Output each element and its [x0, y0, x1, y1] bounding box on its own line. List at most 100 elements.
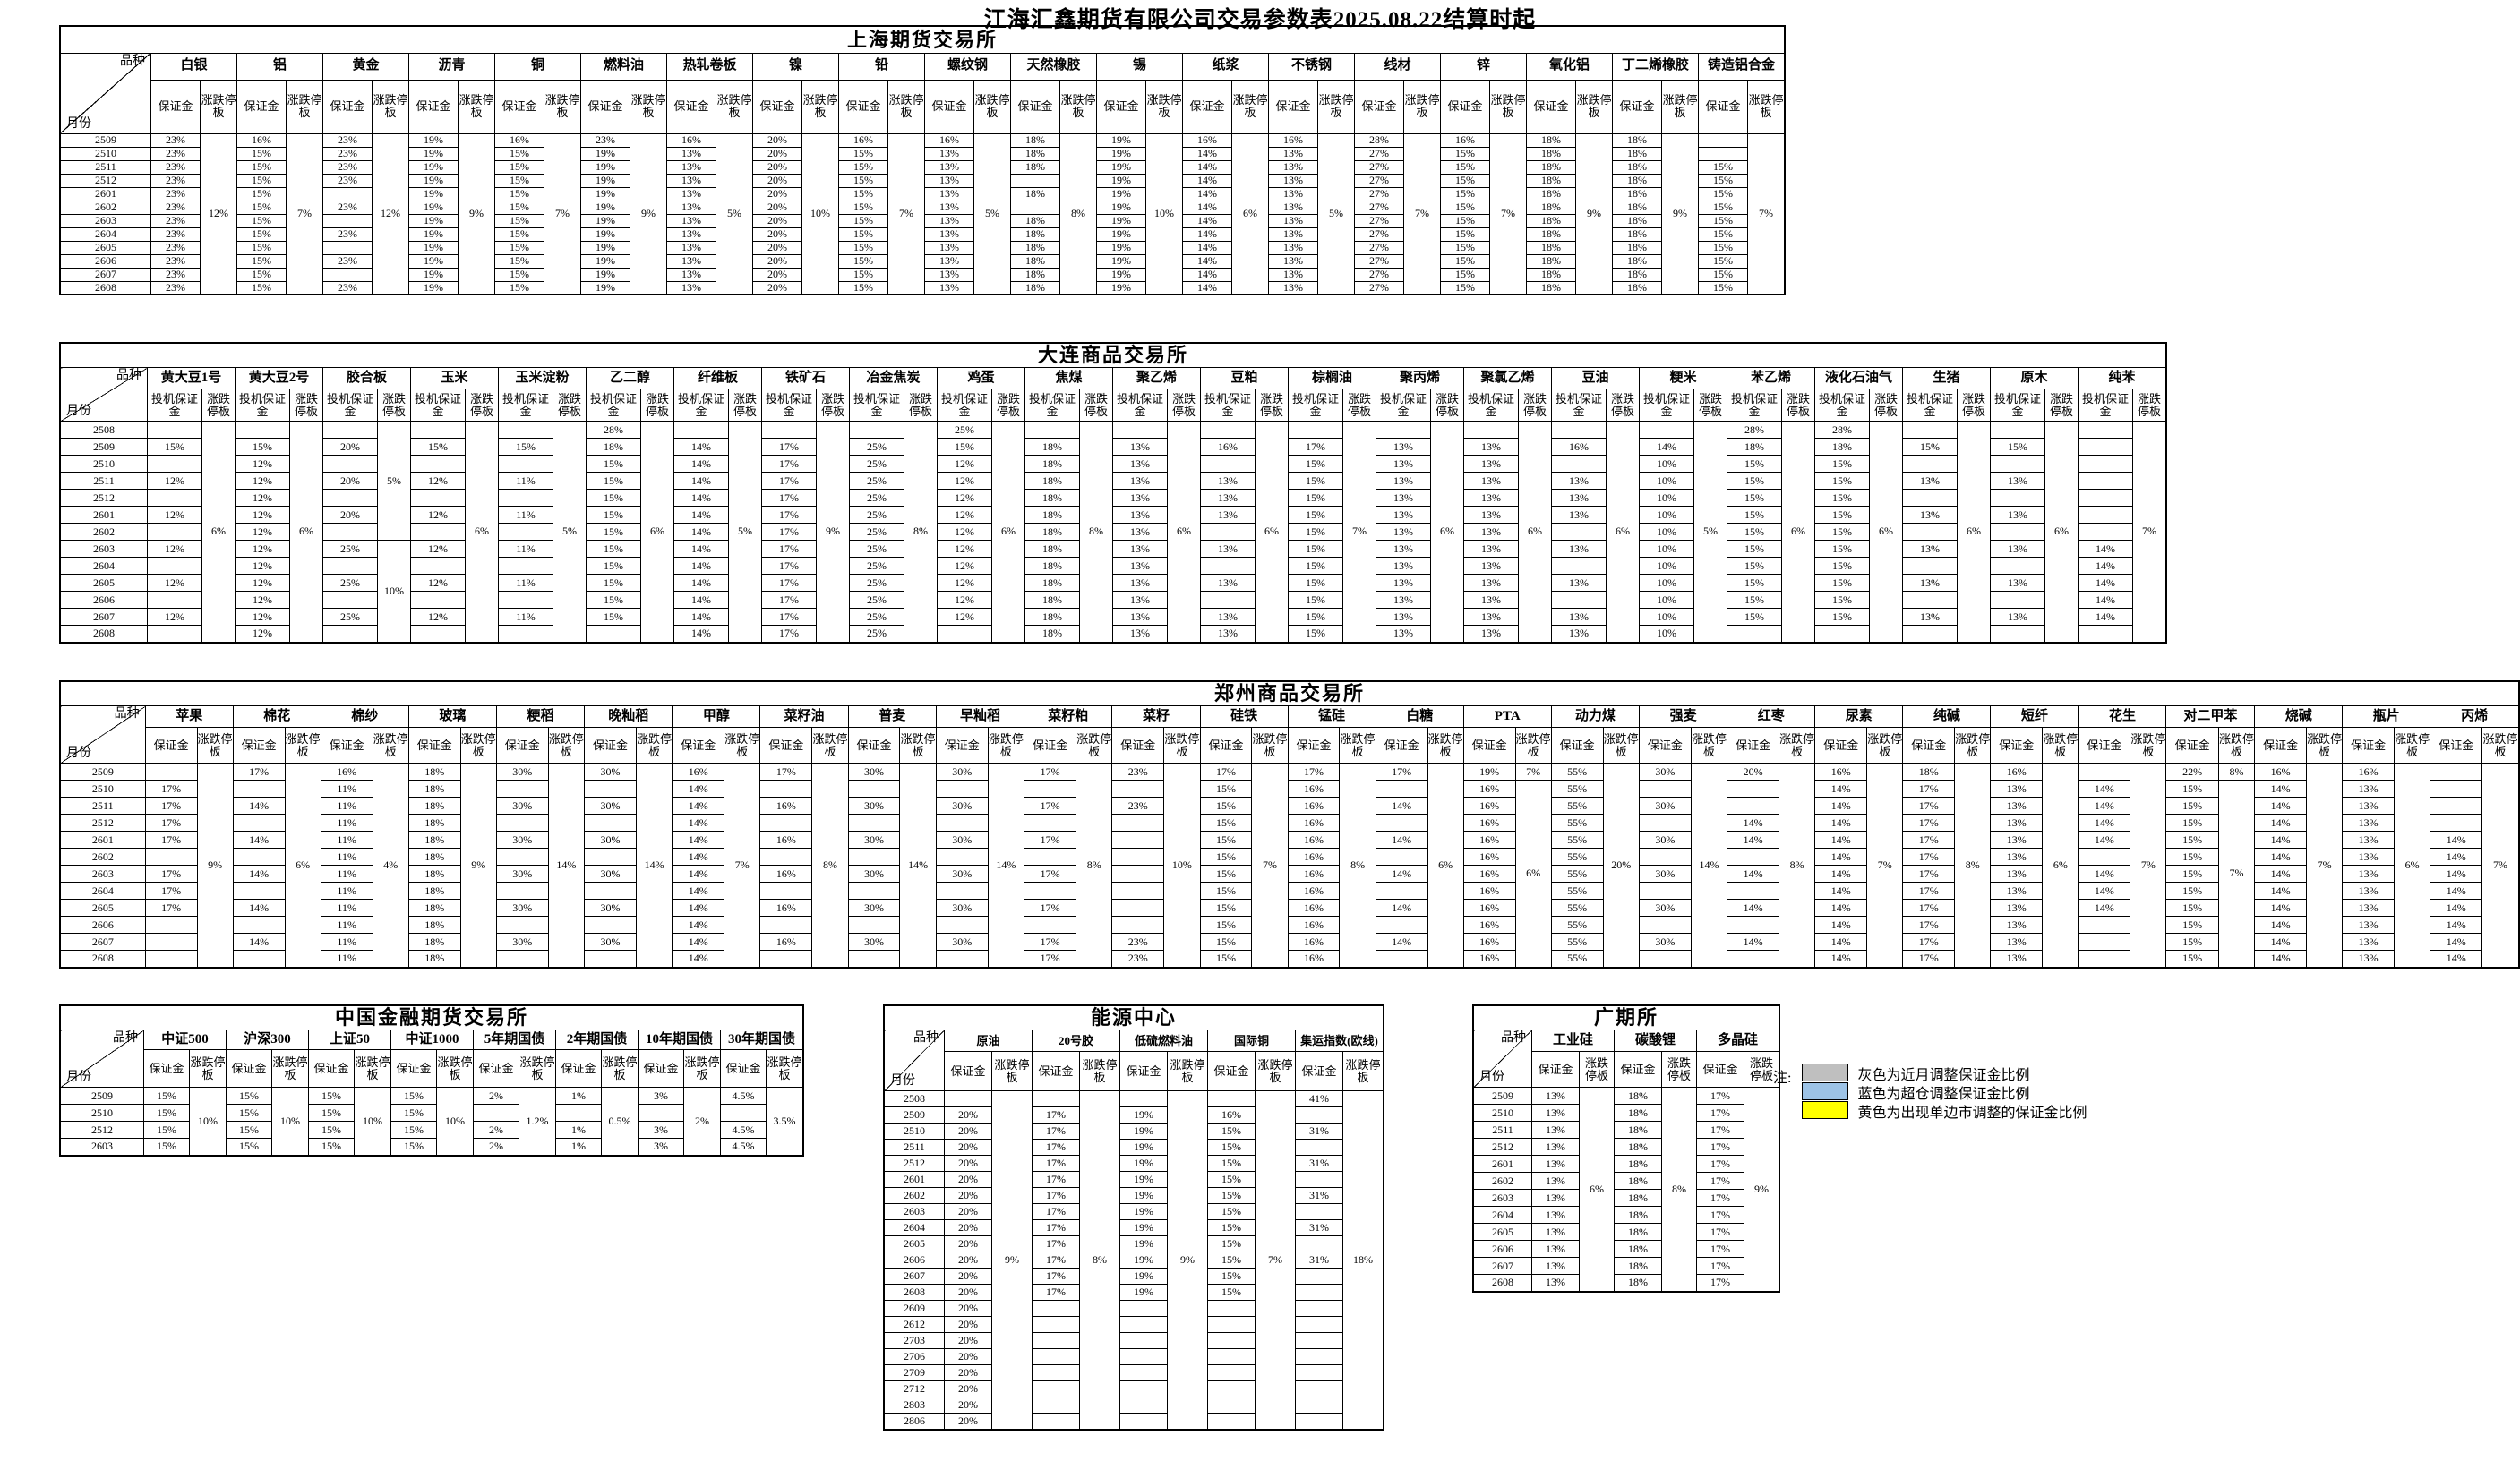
- margin-value: 13%: [1463, 625, 1519, 643]
- month-cell: 2511: [883, 1139, 945, 1156]
- product-header: 玉米: [410, 367, 499, 389]
- margin-value: [144, 933, 198, 951]
- margin-value: 15%: [1440, 173, 1490, 188]
- limit-label: 涨跌停板: [1690, 727, 1728, 764]
- month-cell: 2608: [883, 1284, 945, 1301]
- limit-value: 9%: [196, 763, 234, 968]
- margin-value: 14%: [1182, 240, 1232, 255]
- margin-value: 16%: [1462, 865, 1516, 883]
- limit-value: 20%: [1602, 763, 1641, 968]
- product-header: 苯乙烯: [1727, 367, 1815, 389]
- margin-value: 13%: [1990, 933, 2044, 951]
- limit-value: 6%: [1255, 421, 1289, 643]
- margin-value: [410, 625, 466, 643]
- margin-label: 投机保证金: [761, 389, 817, 422]
- margin-value: 14%: [673, 591, 729, 609]
- limit-label: 涨跌停板: [630, 79, 667, 134]
- margin-value: 17%: [1024, 933, 1077, 951]
- margin-value: 13%: [1463, 574, 1519, 592]
- margin-value: 15%: [838, 253, 888, 269]
- margin-value: [1032, 1364, 1080, 1381]
- margin-value: 55%: [1550, 950, 1604, 968]
- margin-value: 13%: [1990, 540, 2045, 558]
- margin-value: 16%: [1287, 916, 1341, 934]
- margin-value: 19%: [408, 146, 459, 161]
- product-header: 碳酸锂: [1614, 1030, 1697, 1052]
- margin-value: 12%: [410, 472, 466, 490]
- margin-value: 23%: [150, 253, 201, 269]
- margin-value: 15%: [1199, 780, 1253, 798]
- month-cell: 2605: [1472, 1223, 1532, 1241]
- margin-value: 15%: [1727, 540, 1782, 558]
- margin-value: 20%: [752, 226, 802, 242]
- margin-value: [935, 916, 989, 934]
- limit-value: 9%: [1744, 1087, 1780, 1292]
- limit-value: 5%: [377, 421, 411, 541]
- month-cell: 2612: [883, 1316, 945, 1333]
- margin-value: 17%: [1902, 848, 1956, 866]
- month-cell: 2605: [59, 574, 148, 592]
- margin-value: 12%: [410, 608, 466, 626]
- margin-value: [1814, 625, 1870, 643]
- margin-value: 18%: [1526, 173, 1576, 188]
- margin-value: [1375, 814, 1428, 832]
- margin-value: [1295, 1364, 1343, 1381]
- margin-value: 13%: [924, 213, 974, 228]
- margin-value: 17%: [1032, 1203, 1080, 1220]
- limit-value: 6%: [991, 421, 1025, 643]
- margin-value: 12%: [147, 574, 202, 592]
- month-cell: 2601: [59, 506, 148, 524]
- margin-value: 15%: [1288, 574, 1343, 592]
- limit-label: 涨跌停板: [1255, 389, 1289, 422]
- margin-value: 14%: [232, 933, 286, 951]
- margin-value: 15%: [236, 159, 287, 175]
- margin-value: [584, 814, 637, 832]
- month-cell: 2512: [59, 1121, 144, 1139]
- limit-label: 涨跌停板: [1076, 727, 1113, 764]
- margin-value: [1024, 814, 1077, 832]
- margin-value: 14%: [1814, 780, 1868, 798]
- limit-label: 涨跌停板: [1579, 1051, 1615, 1088]
- margin-value: 15%: [2165, 848, 2219, 866]
- limit-label: 涨跌停板: [1954, 727, 1992, 764]
- margin-value: 14%: [2254, 865, 2308, 883]
- margin-value: 15%: [226, 1104, 272, 1122]
- margin-value: [1902, 523, 1958, 541]
- margin-value: 19%: [1096, 267, 1146, 282]
- limit-label: 涨跌停板: [553, 389, 587, 422]
- margin-value: 18%: [1614, 1155, 1662, 1173]
- margin-value: 30%: [847, 831, 901, 849]
- margin-value: 18%: [1614, 1121, 1662, 1139]
- margin-value: [1119, 1364, 1168, 1381]
- corner-variety-label: 品种: [116, 369, 141, 382]
- margin-label: 保证金: [494, 79, 544, 134]
- limit-label: 涨跌停板: [1661, 79, 1699, 134]
- margin-value: 17%: [1024, 899, 1077, 917]
- margin-value: 11%: [498, 540, 553, 558]
- margin-value: 13%: [1268, 226, 1318, 242]
- margin-value: [495, 814, 549, 832]
- margin-value: 11%: [498, 574, 553, 592]
- limit-value: 7%: [1514, 763, 1552, 781]
- margin-value: 14%: [232, 797, 286, 815]
- margin-value: [495, 780, 549, 798]
- margin-value: 14%: [1814, 865, 1868, 883]
- margin-value: 20%: [322, 438, 378, 456]
- margin-value: 13%: [666, 240, 716, 255]
- margin-value: 15%: [1199, 797, 1253, 815]
- limit-value: 6%: [289, 421, 323, 643]
- margin-value: 13%: [1902, 506, 1958, 524]
- margin-value: 14%: [2430, 933, 2483, 951]
- margin-value: [1024, 421, 1080, 439]
- legend-swatch: [1802, 1082, 1849, 1100]
- margin-value: 14%: [673, 506, 729, 524]
- limit-value: 7%: [1747, 132, 1786, 295]
- month-cell: 2605: [59, 240, 151, 255]
- margin-value: 17%: [1199, 763, 1253, 781]
- margin-value: 23%: [1111, 763, 1165, 781]
- margin-value: 31%: [1295, 1219, 1343, 1236]
- margin-value: 18%: [1024, 540, 1080, 558]
- margin-value: 17%: [1696, 1274, 1744, 1292]
- margin-value: [1295, 1300, 1343, 1317]
- corner-cell: 品种 月份: [1472, 1030, 1532, 1088]
